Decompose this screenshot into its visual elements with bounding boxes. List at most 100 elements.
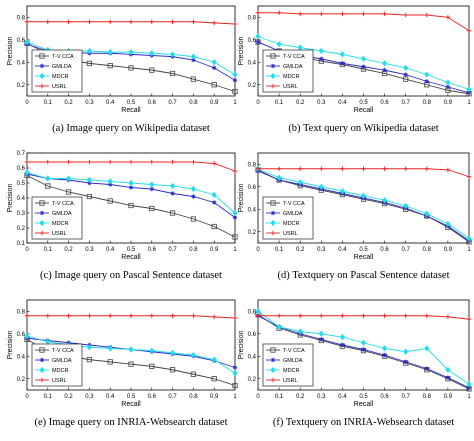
y-axis-label: Precision xyxy=(238,37,245,66)
data-point xyxy=(466,28,472,33)
chart-panel-5: 0 0.1 0.2 0.3 0.4 0.5 0.6 0.7 0.8 0.9 1 0.2 0.4 0.6 0.… xyxy=(7,299,238,428)
data-point xyxy=(403,313,408,318)
x-axis-label: Recall xyxy=(354,107,374,114)
x-tick-label: 0.5 xyxy=(359,100,368,106)
x-tick-label: 0.1 xyxy=(275,247,284,253)
data-point xyxy=(276,41,282,48)
data-point xyxy=(445,15,451,20)
x-tick-label: 1 xyxy=(233,394,237,400)
data-point xyxy=(255,10,261,15)
data-point xyxy=(445,375,451,380)
legend-marker xyxy=(39,219,45,227)
data-point xyxy=(108,19,113,24)
data-point xyxy=(319,56,324,62)
data-point xyxy=(211,82,217,88)
x-tick-label: 0.7 xyxy=(168,394,177,400)
data-point xyxy=(149,181,155,188)
x-tick-label: 1 xyxy=(233,247,237,253)
data-point xyxy=(86,357,92,363)
chart-panel-3: 0 0.1 0.2 0.3 0.4 0.5 0.6 0.7 0.8 0.9 10.10.20.30.… xyxy=(7,151,238,281)
data-point xyxy=(424,12,429,18)
x-tick-label: 0 xyxy=(25,394,29,400)
x-tick-label: 0.6 xyxy=(380,100,389,106)
panel-caption: (c) Image query on Pascal Sentence datas… xyxy=(40,270,222,281)
data-point xyxy=(66,19,71,24)
data-point xyxy=(45,175,51,182)
data-point xyxy=(298,166,303,171)
data-point xyxy=(361,313,366,318)
legend-marker xyxy=(39,72,45,80)
data-point xyxy=(232,88,238,95)
legend: T-V CCA GMLDA MDCR USRL xyxy=(31,343,83,387)
data-point xyxy=(276,10,282,15)
y-axis-label: Precision xyxy=(238,331,245,360)
legend: T-V CCA GMLDA MDCR USRL xyxy=(262,196,314,240)
x-tick-label: 0.2 xyxy=(296,247,305,253)
legend-marker xyxy=(270,219,276,227)
legend-label: GMLDA xyxy=(283,64,303,70)
data-point xyxy=(339,334,345,341)
y-tick-label: 0.8 xyxy=(17,309,26,315)
data-point xyxy=(466,316,472,322)
x-tick-label: 0.9 xyxy=(210,394,219,400)
y-tick-label: 0.4 xyxy=(17,60,26,66)
data-point xyxy=(403,202,409,209)
legend-label: MDCR xyxy=(52,368,69,374)
x-axis-label: Recall xyxy=(121,401,141,408)
data-point xyxy=(445,366,451,373)
y-tick-label: 0.8 xyxy=(17,15,26,21)
panel-caption: (b) Text query on Wikipedia dataset xyxy=(288,123,438,134)
legend-label: GMLDA xyxy=(52,358,72,364)
data-point xyxy=(212,200,217,205)
legend-marker xyxy=(270,83,276,89)
data-point xyxy=(108,159,113,165)
legend-marker xyxy=(39,83,45,89)
data-point xyxy=(191,159,196,165)
data-point xyxy=(297,179,303,186)
data-point xyxy=(190,216,196,222)
legend-marker xyxy=(39,357,45,363)
x-tick-label: 0.4 xyxy=(338,247,347,253)
x-tick-label: 0.2 xyxy=(64,247,73,253)
legend-label: USRL xyxy=(283,231,298,237)
x-tick-label: 0.4 xyxy=(338,100,347,106)
x-tick-label: 0.7 xyxy=(168,247,177,253)
x-tick-label: 0.3 xyxy=(85,100,94,106)
data-point xyxy=(170,159,175,165)
data-point xyxy=(66,313,71,318)
data-point xyxy=(87,313,92,318)
legend-label: T-V CCA xyxy=(283,54,305,60)
data-point xyxy=(170,191,175,196)
data-point xyxy=(128,19,134,24)
y-tick-label: 0.2 xyxy=(248,377,257,383)
data-point xyxy=(403,76,409,82)
y-axis-label: Precision xyxy=(238,184,245,213)
x-tick-label: 0.7 xyxy=(402,247,411,253)
legend-label: MDCR xyxy=(283,368,300,374)
legend-label: T-V CCA xyxy=(283,348,305,354)
legend-label: GMLDA xyxy=(52,64,72,70)
data-point xyxy=(108,313,113,318)
legend-marker xyxy=(39,347,45,353)
data-point xyxy=(382,67,387,73)
data-point xyxy=(86,193,92,200)
data-point xyxy=(211,191,217,199)
data-point xyxy=(424,166,429,171)
y-tick-label: 0.6 xyxy=(248,332,257,338)
data-point xyxy=(232,382,238,389)
chart-panel-4: 0 0.1 0.2 0.3 0.4 0.5 0.6 0.7 0.8 0.9 1 0.2 0.4 0.6 0.… xyxy=(238,152,472,281)
legend-label: T-V CCA xyxy=(52,54,74,60)
data-point xyxy=(169,367,176,373)
data-point xyxy=(424,71,430,78)
data-point xyxy=(128,65,134,71)
legend: T-V CCA GMLDA MDCR USRL xyxy=(31,196,83,240)
legend-label: MDCR xyxy=(283,74,300,80)
x-tick-label: 0.2 xyxy=(296,100,305,106)
x-tick-label: 0.7 xyxy=(402,394,411,400)
data-point xyxy=(170,349,176,356)
data-point xyxy=(340,11,345,17)
legend-marker xyxy=(270,72,276,80)
x-tick-label: 0 xyxy=(256,394,260,400)
x-tick-label: 0.7 xyxy=(168,100,177,106)
data-point xyxy=(149,19,154,24)
